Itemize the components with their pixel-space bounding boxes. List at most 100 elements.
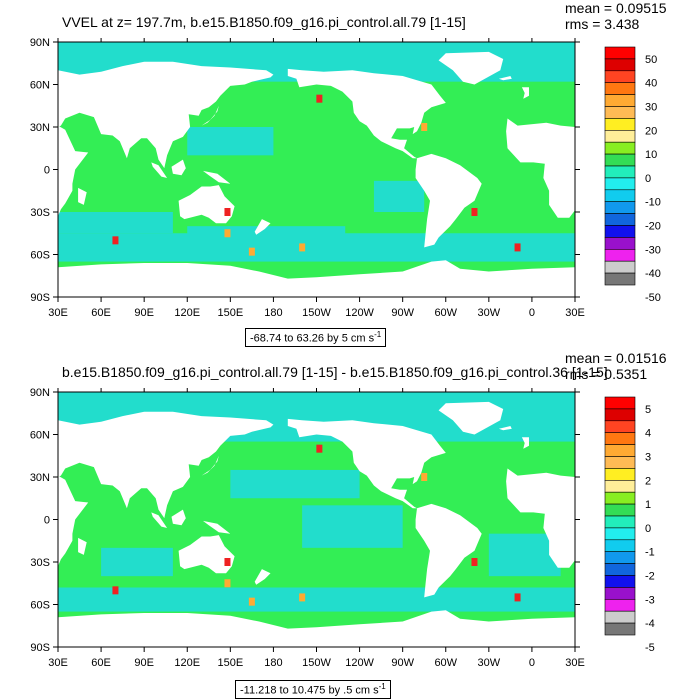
panel1-colorbar-swatch: [604, 213, 636, 226]
panel1-colorbar-swatch: [604, 225, 636, 238]
panel2-hotspot-3: [421, 473, 428, 481]
panel1-colorbar-swatch: [604, 272, 636, 286]
panel2-land-6: [178, 535, 235, 574]
panel2-xtick-label: 90W: [391, 657, 414, 669]
panel2-colorbar-swatch: [604, 551, 636, 564]
panel1-land-5: [58, 125, 89, 217]
panel1-xtick-label: 180: [264, 307, 282, 319]
panel2-range-text: -11.218 to 10.475 by .5 cm s: [240, 684, 379, 697]
panel2-hotspot-5: [299, 593, 306, 602]
panel1-mean: mean = 0.09515: [565, 0, 667, 16]
panel1-land-3: [506, 60, 700, 218]
panel1-ocean-band-4: [58, 212, 173, 234]
panel1-colorbar-swatch: [604, 165, 636, 179]
panel1-ytick-label: 30S: [30, 207, 50, 219]
panel1-colorbar-swatch: [604, 130, 636, 143]
panel2-hotspot-1: [224, 579, 231, 588]
panel2-colorbar-label: -2: [645, 571, 655, 583]
panel2-land-10: [203, 520, 231, 534]
panel2-xtick-label: 120E: [174, 657, 200, 669]
panel1-colorbar-swatch: [604, 106, 636, 119]
panel1-range-text: -68.74 to 63.26 by 5 cm s: [250, 332, 375, 345]
panel2-colorbar-label: -5: [645, 642, 655, 654]
panel2-xtick-label: 180: [264, 657, 282, 669]
panel1-colorbar-swatch: [604, 260, 636, 274]
panel2-colorbar-swatch: [604, 491, 636, 505]
panel1-colorbar-label: 50: [645, 54, 657, 66]
panel1-colorbar-label: 20: [645, 125, 657, 137]
panel1-colorbar-swatch: [604, 201, 636, 214]
panel1-land-4: [58, 61, 274, 169]
panel2-colorbar-swatch: [604, 408, 636, 422]
panel2-hotspot-7: [248, 597, 255, 606]
panel2-hotspot-2: [316, 444, 323, 453]
panel1-land-7: [58, 260, 575, 297]
panel2-xtick-label: 150E: [217, 657, 243, 669]
panel1-ytick-label: 90N: [30, 37, 50, 49]
panel1-colorbar-swatch: [604, 94, 636, 107]
panel2-colorbar-swatch: [604, 503, 636, 517]
panel1-xtick-label: 30E: [48, 307, 68, 319]
panel1-ytick-label: 30N: [30, 122, 50, 134]
panel2-hotspot-0: [224, 558, 231, 566]
panel1-colorbar-label: -50: [645, 292, 661, 304]
panel1-colorbar-swatch: [604, 82, 636, 95]
panel2-colorbar-label: 0: [645, 523, 651, 535]
panel2-xtick-label: 90E: [134, 657, 154, 669]
panel2-colorbar-swatch: [604, 396, 636, 410]
panel2-colorbar-label: 3: [645, 452, 651, 464]
panel2-land-15: [151, 512, 168, 528]
panel2-range-exp: -1: [378, 682, 386, 691]
panel2-range-label: -11.218 to 10.475 by .5 cm s-1: [235, 680, 391, 699]
panel2-land-0: [287, 418, 446, 509]
panel2-colorbar-swatch: [604, 598, 636, 612]
panel2-ytick-label: 60N: [30, 430, 50, 442]
panel2-land-14: [498, 426, 512, 431]
panel1-hotspot-8: [514, 243, 521, 252]
panel2-land-2: [415, 503, 482, 598]
panel1-colorbar-label: -40: [645, 268, 661, 280]
panel2-colorbar-label: -1: [645, 547, 655, 559]
panel2-hotspot-6: [112, 586, 119, 595]
panel2-ocean-band-4: [101, 547, 173, 577]
panel2-colorbar-label: -3: [645, 594, 655, 606]
panel1-hotspot-0: [224, 208, 231, 216]
panel2-xtick-label: 60E: [91, 657, 111, 669]
panel1-land-0: [287, 68, 446, 159]
panel2-land-3: [506, 410, 700, 568]
panel1-range-exp: -1: [374, 330, 382, 339]
panel2-ocean-band-5: [488, 533, 561, 577]
panel1-ytick-label: 90S: [30, 292, 50, 304]
panel1-colorbar-label: 30: [645, 102, 657, 114]
panel1-hotspot-6: [112, 236, 119, 245]
panel2-title: b.e15.B1850.f09_g16.pi_control.all.79 [1…: [62, 364, 608, 380]
panel1-colorbar-label: -30: [645, 244, 661, 256]
panel2-colorbar-swatch: [604, 479, 636, 493]
panel2-land-8: [78, 537, 87, 555]
panel1-colorbar-swatch: [604, 70, 636, 84]
panel1-land-9: [171, 159, 186, 176]
panel1-xtick-label: 60E: [91, 307, 111, 319]
panel2-rms: rms = 0.5351: [565, 366, 648, 382]
panel2-ytick-label: 60S: [30, 600, 50, 612]
panel1-xtick-label: 0: [529, 307, 535, 319]
panel1-land-10: [203, 170, 231, 184]
panel2-xtick-label: 0: [529, 657, 535, 669]
panel1-xtick-label: 90E: [134, 307, 154, 319]
panel1-colorbar-swatch: [604, 177, 636, 191]
panel2-colorbar-label: -4: [645, 618, 655, 630]
panel2-colorbar-swatch: [604, 456, 636, 469]
panel2-colorbar-label: 1: [645, 499, 651, 511]
panel1-hotspot-7: [248, 247, 255, 256]
panel1-hotspot-2: [316, 94, 323, 103]
panel2-ytick-label: 90S: [30, 642, 50, 654]
panel1-xtick-label: 150E: [217, 307, 243, 319]
panel1-land-14: [498, 76, 512, 81]
panel2-ocean-band-2: [230, 469, 360, 499]
panel1-colorbar-swatch: [604, 237, 636, 250]
panel1-ocean-band-3: [373, 180, 425, 212]
panel1-colorbar-swatch: [604, 141, 636, 155]
panel1-land-1: [438, 51, 504, 85]
panel2-colorbar-label: 2: [645, 475, 651, 487]
panel1-rms: rms = 3.438: [565, 16, 640, 32]
